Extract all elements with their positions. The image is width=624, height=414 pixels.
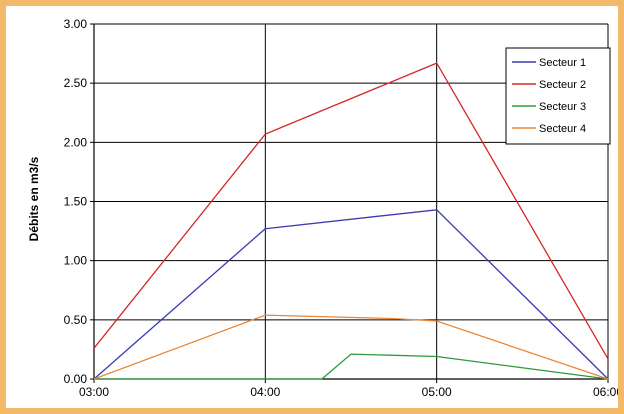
legend-label: Secteur 2 <box>539 79 586 91</box>
y-tick-label: 3.00 <box>64 17 88 31</box>
chart-frame: 0.00 0.50 1.00 1.50 2.00 2.50 3.00 03:00 04:00 05… <box>6 6 618 408</box>
x-tick-label: 03:00 <box>79 385 109 399</box>
y-tick-label: 0.50 <box>64 313 88 327</box>
series-line-secteur-2 <box>93 62 609 360</box>
series-line-secteur-3 <box>94 353 609 380</box>
line-chart: 0.00 0.50 1.00 1.50 2.00 2.50 3.00 03:00 04:00 05… <box>27 17 618 399</box>
x-tick-label: 06:00 <box>593 385 618 399</box>
y-tick-label: 2.50 <box>64 76 88 90</box>
series-lines <box>93 62 609 380</box>
x-tick-label: 05:00 <box>422 385 452 399</box>
tick-labels: 0.00 0.50 1.00 1.50 2.00 2.50 3.00 03:00 04:00 05… <box>64 17 618 399</box>
x-tick-label: 04:00 <box>250 385 280 399</box>
y-tick-label: 1.50 <box>64 195 88 209</box>
legend-label: Secteur 1 <box>539 57 586 69</box>
y-axis-label: Débits en m3/s <box>27 156 41 241</box>
series-line-secteur-1 <box>93 209 609 380</box>
y-tick-label: 1.00 <box>64 254 88 268</box>
y-tick-label: 0.00 <box>64 372 88 386</box>
y-tick-label: 2.00 <box>64 135 88 149</box>
legend-label: Secteur 4 <box>539 123 586 135</box>
legend: Secteur 1 Secteur 2 Secteur 3 Secteur 4 <box>505 47 611 145</box>
legend-label: Secteur 3 <box>539 101 586 113</box>
series-line-secteur-4 <box>93 314 609 380</box>
